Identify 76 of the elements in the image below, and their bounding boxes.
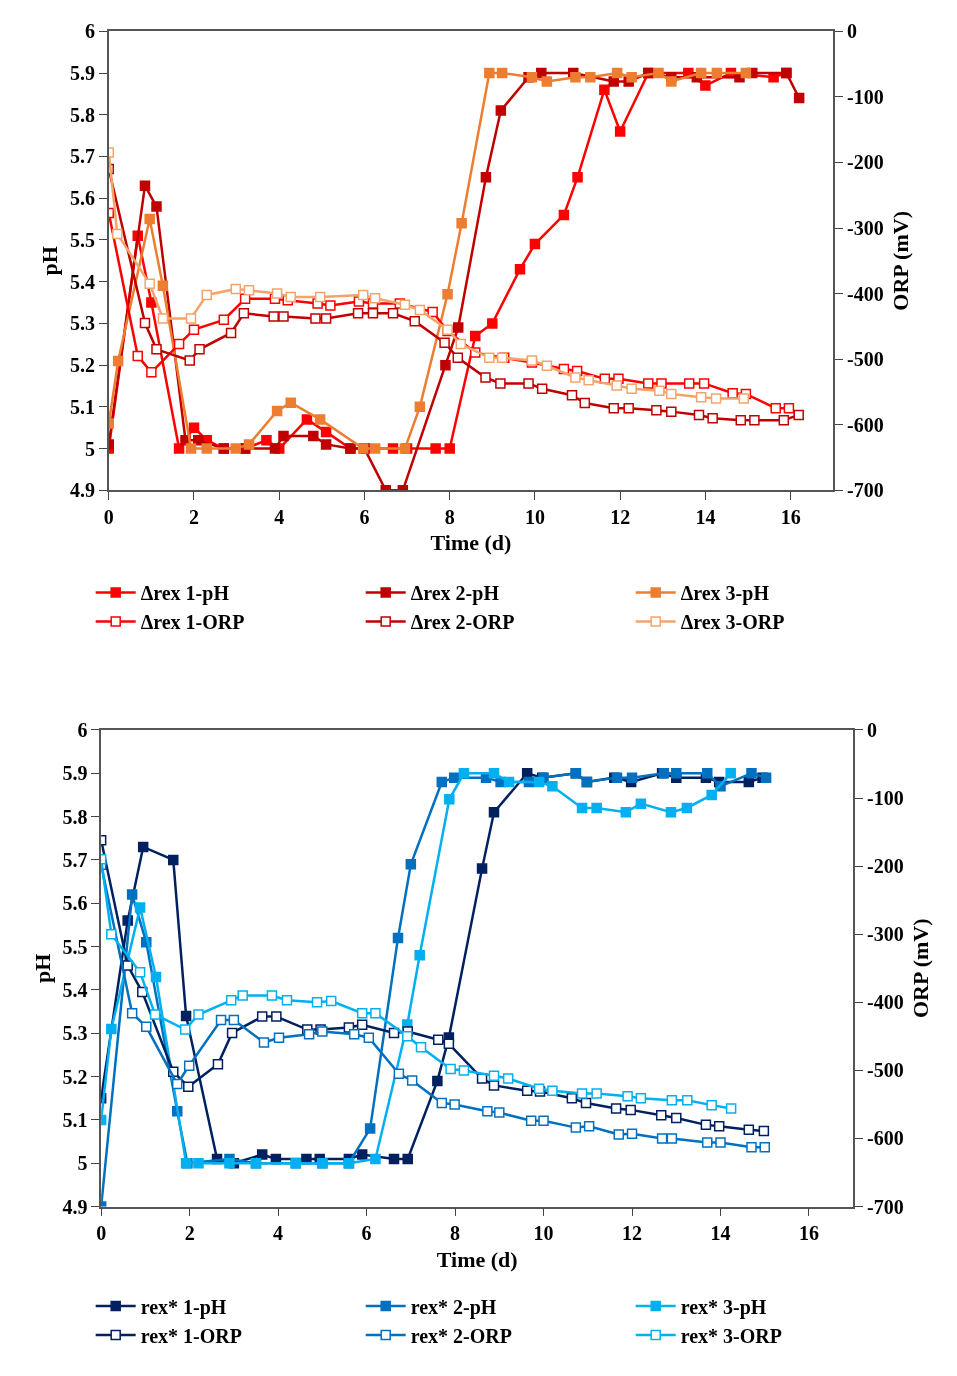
- y2-tick-label: -300: [846, 217, 884, 240]
- y-tick-label: 5: [77, 1152, 88, 1175]
- y-tick-label: 5.2: [70, 354, 96, 377]
- legend-label: Δrex 2-ORP: [410, 611, 515, 634]
- x-tick-label: 10: [533, 1222, 554, 1245]
- x-tick-label: 0: [96, 1222, 107, 1245]
- y-tick-label: 5.4: [70, 270, 96, 293]
- y2-tick-label: -500: [866, 1059, 904, 1082]
- legend-label: rex* 2-pH: [410, 1295, 497, 1319]
- y2-tick-label: -700: [866, 1195, 904, 1218]
- y2-tick-label: -400: [866, 991, 904, 1014]
- y2-axis-title: ORP (mV): [888, 211, 914, 311]
- legend-label: rex* 2-ORP: [410, 1324, 512, 1347]
- x-axis-title: Time (d): [436, 1246, 518, 1272]
- y-tick-label: 5.5: [70, 228, 96, 251]
- y-tick-label: 6: [85, 20, 96, 43]
- y2-axis-title: ORP (mV): [908, 918, 934, 1019]
- y-tick-label: 6: [77, 718, 88, 741]
- y-tick-label: 5.8: [70, 103, 96, 126]
- legend-label: Δrex 2-pH: [410, 582, 500, 606]
- y2-tick-label: -600: [846, 413, 884, 436]
- y-tick-label: 4.9: [62, 1195, 88, 1218]
- x-tick-label: 6: [359, 506, 370, 529]
- x-tick-label: 12: [622, 1222, 643, 1245]
- x-tick-label: 16: [798, 1222, 819, 1245]
- y-tick-label: 5.2: [62, 1065, 88, 1088]
- y-tick-label: 5.4: [62, 978, 88, 1001]
- y-axis-title: pH: [37, 246, 63, 276]
- y-tick-label: 5.6: [70, 187, 96, 210]
- x-tick-label: 8: [444, 506, 455, 529]
- legend-label: rex* 3-pH: [680, 1295, 767, 1319]
- legend-label: rex* 3-ORP: [680, 1324, 782, 1347]
- y-axis-title: pH: [29, 953, 55, 983]
- y2-tick-label: -300: [866, 923, 904, 946]
- y2-tick-label: -600: [866, 1127, 904, 1150]
- legend-label: rex* 1-pH: [140, 1295, 227, 1319]
- y2-tick-label: -200: [866, 855, 904, 878]
- x-axis-title: Time (d): [430, 530, 512, 556]
- x-tick-label: 0: [103, 506, 114, 529]
- legend-label: Δrex 3-ORP: [680, 611, 785, 634]
- y-tick-label: 4.9: [70, 479, 96, 502]
- y2-tick-label: 0: [846, 20, 857, 43]
- y2-tick-label: 0: [866, 718, 877, 741]
- x-tick-label: 6: [361, 1222, 372, 1245]
- x-tick-label: 16: [780, 506, 801, 529]
- legend-label: Δrex 1-ORP: [140, 611, 245, 634]
- x-tick-label: 14: [710, 1222, 731, 1245]
- y2-tick-label: -100: [846, 85, 884, 108]
- y-tick-label: 5.5: [62, 935, 88, 958]
- x-tick-label: 8: [450, 1222, 461, 1245]
- legend-label: Δrex 3-pH: [680, 582, 770, 606]
- x-tick-label: 4: [273, 1222, 284, 1245]
- x-tick-label: 2: [189, 506, 199, 529]
- x-tick-label: 12: [610, 506, 631, 529]
- y-tick-label: 5.1: [62, 1108, 88, 1131]
- y2-tick-label: -400: [846, 282, 884, 305]
- y-tick-label: 5.9: [70, 62, 96, 85]
- x-tick-label: 2: [184, 1222, 195, 1245]
- x-tick-label: 14: [695, 506, 716, 529]
- y2-tick-label: -700: [846, 479, 884, 502]
- x-tick-label: 4: [274, 506, 285, 529]
- x-tick-label: 10: [524, 506, 545, 529]
- legend-label: rex* 1-ORP: [140, 1324, 242, 1347]
- y-tick-label: 5.1: [70, 395, 96, 418]
- y-tick-label: 5.3: [70, 312, 96, 335]
- y2-tick-label: -200: [846, 151, 884, 174]
- y2-tick-label: -100: [866, 787, 904, 810]
- y-tick-label: 5.6: [62, 892, 88, 915]
- y-tick-label: 5: [85, 437, 96, 460]
- y-tick-label: 5.8: [62, 805, 88, 828]
- legend-label: Δrex 1-pH: [140, 582, 230, 606]
- y-tick-label: 5.7: [62, 848, 88, 871]
- y2-tick-label: -500: [846, 348, 884, 371]
- y-tick-label: 5.3: [62, 1022, 88, 1045]
- y-tick-label: 5.9: [62, 762, 88, 785]
- y-tick-label: 5.7: [70, 145, 96, 168]
